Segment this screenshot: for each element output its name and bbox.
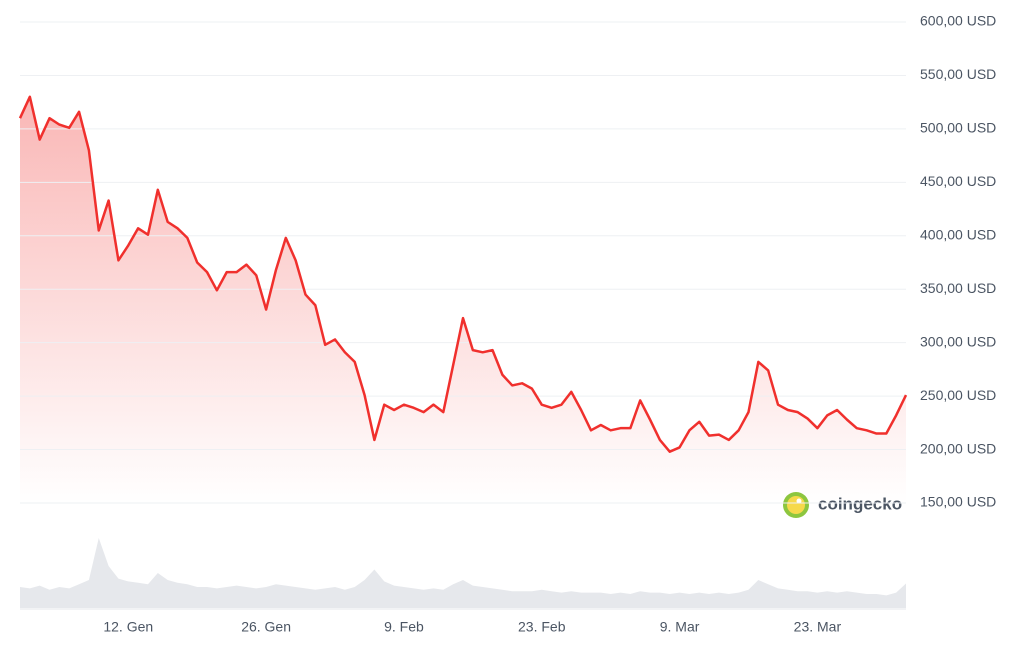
price-area	[20, 96, 906, 504]
y-tick-label: 300,00 USD	[920, 333, 996, 349]
brand-logo	[783, 492, 809, 518]
x-tick-label: 12. Gen	[103, 619, 153, 635]
x-tick-label: 23. Feb	[518, 619, 566, 635]
x-tick-label: 26. Gen	[241, 619, 291, 635]
y-tick-label: 150,00 USD	[920, 494, 996, 510]
y-tick-label: 400,00 USD	[920, 226, 996, 242]
y-tick-label: 550,00 USD	[920, 66, 996, 82]
x-tick-label: 23. Mar	[794, 619, 842, 635]
price-line	[18, 95, 908, 453]
y-tick-label: 450,00 USD	[920, 173, 996, 189]
y-tick-label: 350,00 USD	[920, 280, 996, 296]
y-tick-label: 500,00 USD	[920, 120, 996, 136]
volume-area	[20, 538, 906, 608]
brand-name: coingecko	[818, 494, 902, 513]
x-tick-label: 9. Mar	[660, 619, 700, 635]
y-tick-label: 200,00 USD	[920, 440, 996, 456]
x-tick-label: 9. Feb	[384, 619, 424, 635]
y-tick-label: 250,00 USD	[920, 387, 996, 403]
y-tick-label: 600,00 USD	[920, 13, 996, 29]
